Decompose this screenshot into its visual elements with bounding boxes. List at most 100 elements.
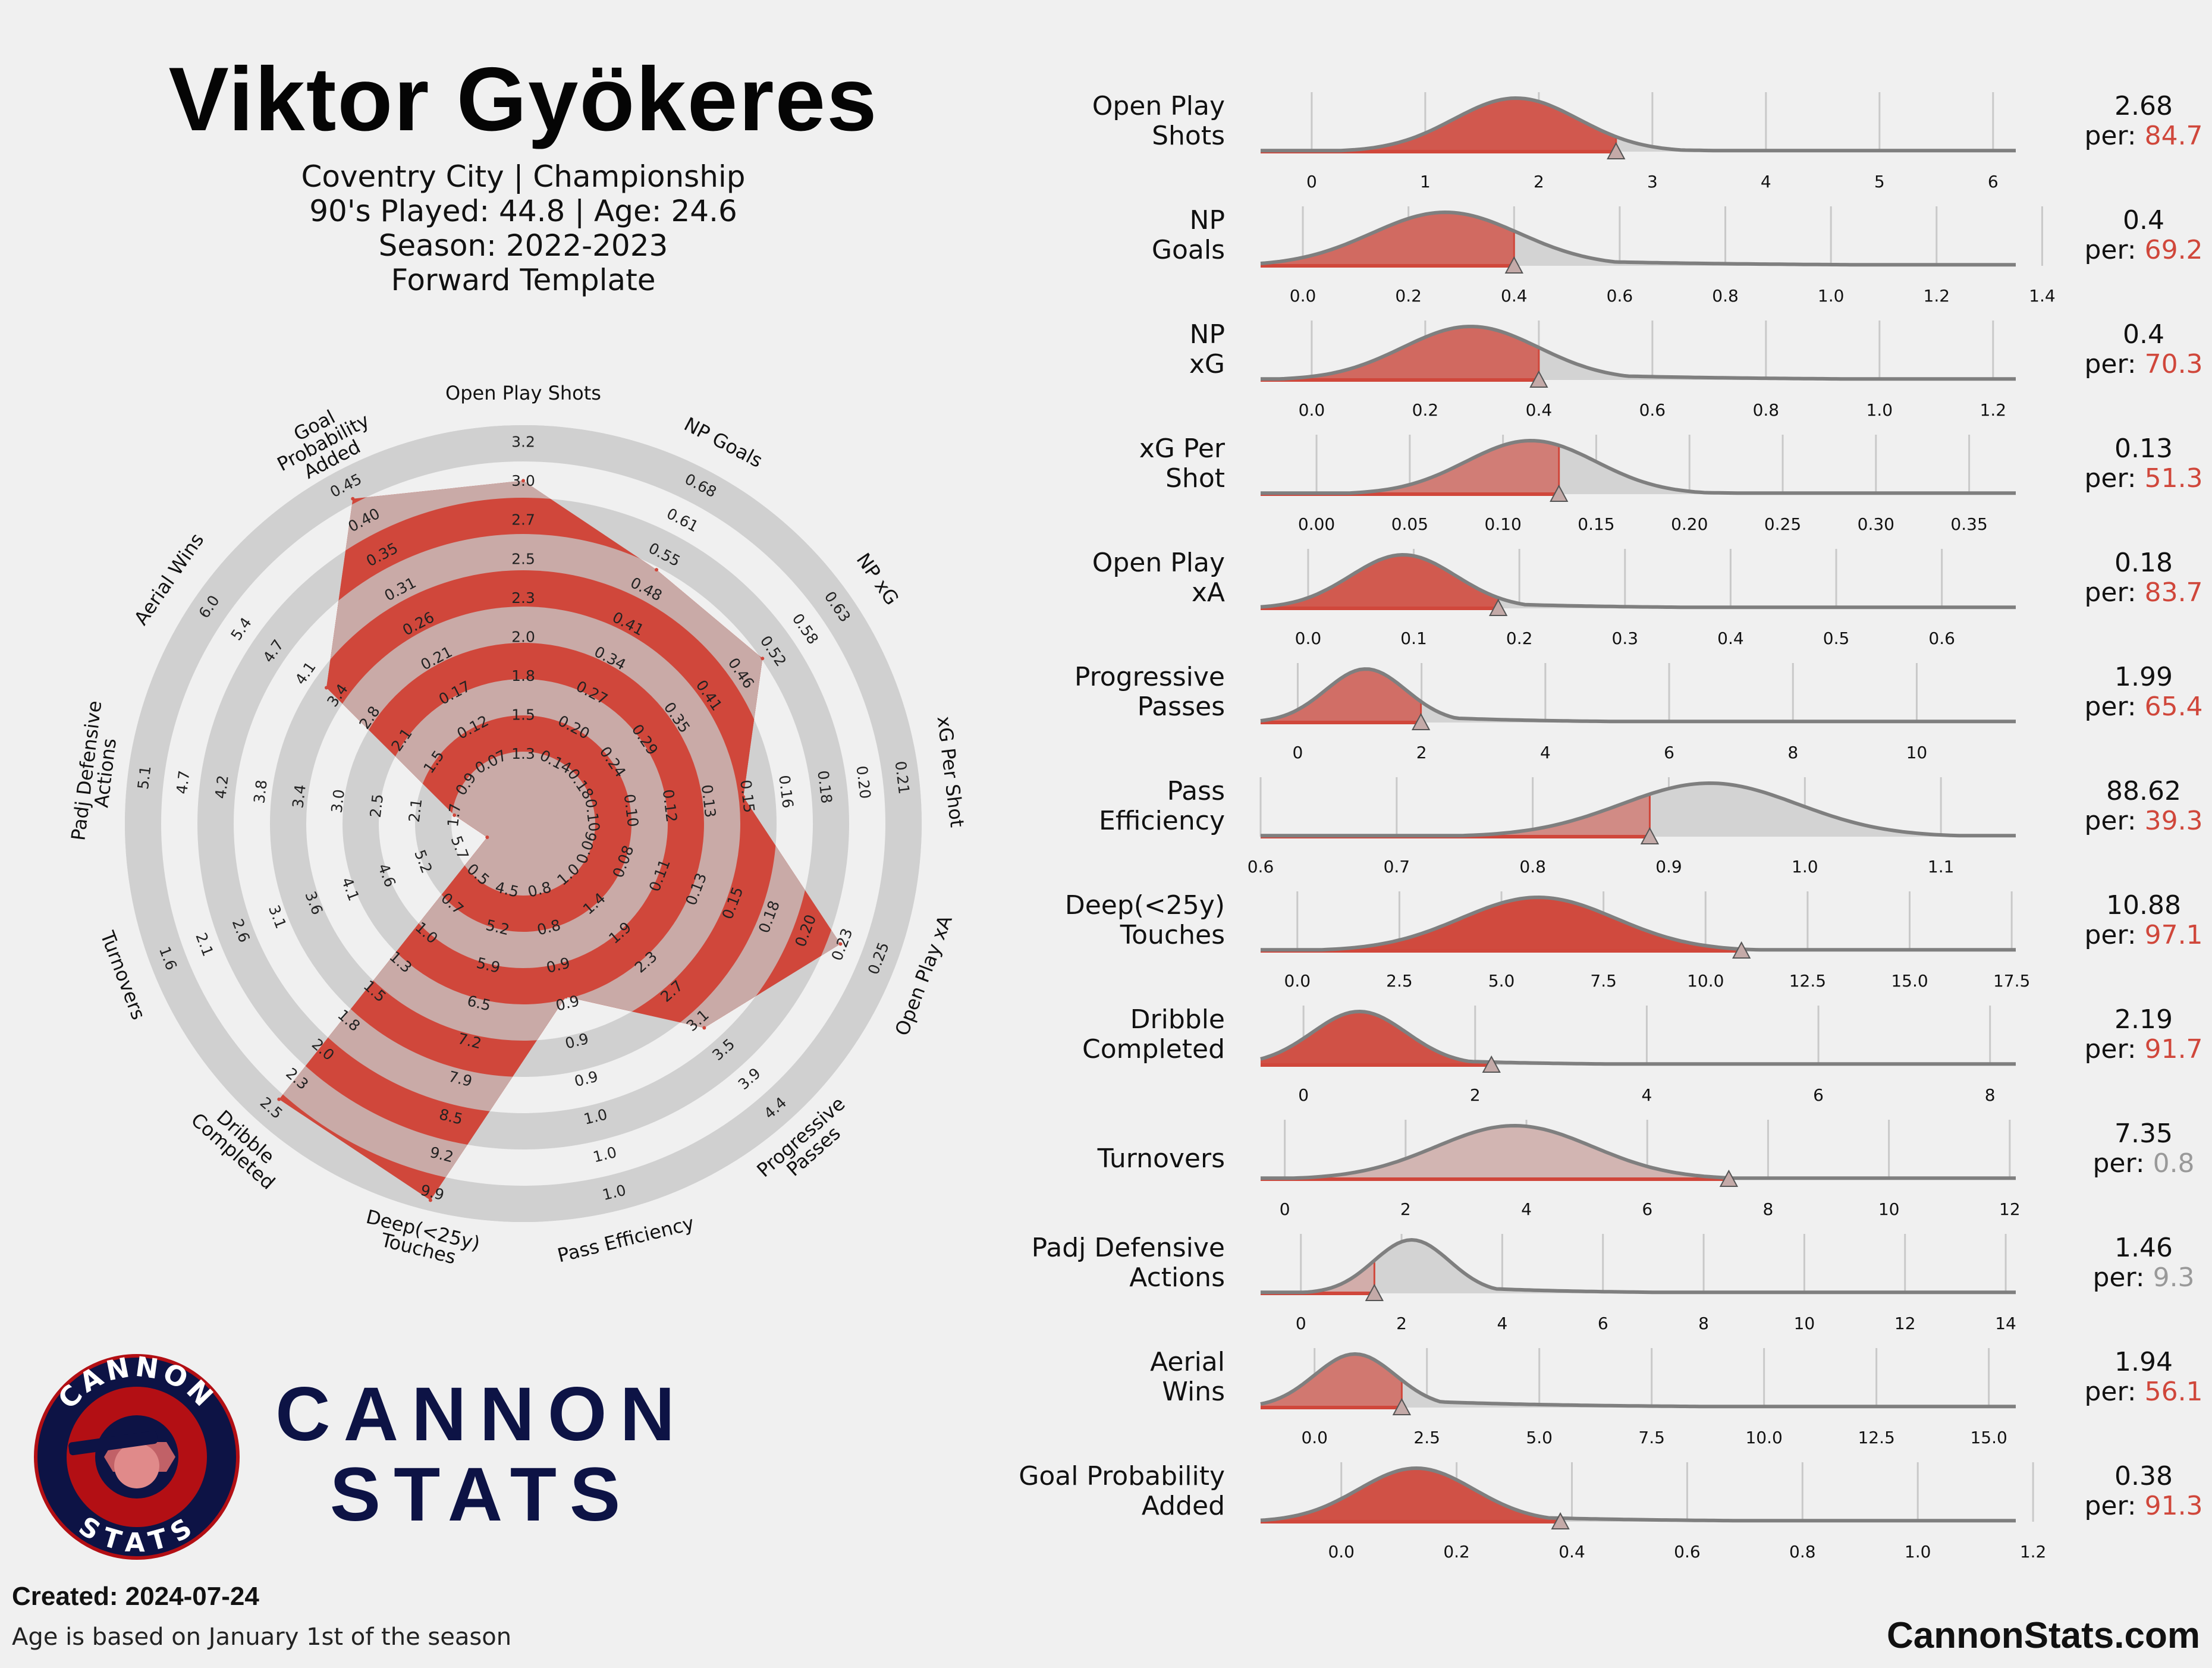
- wordmark-line2: STATS: [329, 1452, 634, 1537]
- metric-label-line1: Padj Defensive: [1032, 1233, 1225, 1263]
- density-tick-label: 1.0: [1905, 1542, 1931, 1562]
- density-tick-label: 17.5: [1993, 971, 2030, 991]
- metric-label-line2: Actions: [1129, 1262, 1225, 1293]
- radar-tick-label: 2.3: [511, 589, 535, 607]
- density-tick-label: 5.0: [1488, 971, 1515, 991]
- density-tick-label: 1.2: [1980, 400, 2007, 420]
- density-area: [1261, 1126, 2016, 1179]
- density-curve: [1260, 1466, 2016, 1523]
- density-tick-label: 2: [1396, 1314, 1407, 1333]
- density-tick-label: 0.8: [1519, 857, 1546, 877]
- density-curve: [1261, 96, 2016, 153]
- radar-tick-label: 3.8: [250, 779, 271, 805]
- density-tick-label: 0: [1298, 1085, 1309, 1105]
- metric-label-line1: NP: [1190, 319, 1225, 350]
- radar-tick-label: 0.15: [737, 779, 758, 814]
- radar-point-12: [351, 497, 355, 501]
- density-tick-label: 0.2: [1443, 1542, 1470, 1562]
- radar-point-1: [655, 568, 659, 572]
- radar-axis-label: xG Per Shot: [933, 715, 969, 828]
- density-tick-label: 6: [1813, 1085, 1824, 1105]
- density-tick-label: 1.2: [2020, 1542, 2047, 1562]
- per-label: per:: [2084, 463, 2144, 494]
- density-tick-label: 0.8: [1789, 1542, 1816, 1562]
- metric-label-line2: Passes: [1138, 692, 1225, 722]
- radar-point-10: [453, 813, 457, 817]
- density-tick-label: 0.2: [1412, 400, 1439, 420]
- density-tick-label: 1: [1420, 172, 1431, 191]
- per-label: per:: [2084, 121, 2144, 151]
- density-tick-label: 0.25: [1764, 514, 1801, 534]
- density-curve: [1260, 1352, 2016, 1409]
- density-value-marker: [1504, 256, 1523, 274]
- per-value: 91.7: [2145, 1034, 2203, 1064]
- density-value: 0.13: [2114, 434, 2173, 464]
- density-tick-label: 4: [1761, 172, 1771, 191]
- density-curve: [1261, 438, 2016, 495]
- radar-tick-label: 3.0: [511, 472, 535, 489]
- density-value-marker: [1392, 1397, 1412, 1415]
- density-tick-label: 15.0: [1970, 1428, 2007, 1447]
- club-line: Coventry City | Championship: [301, 159, 746, 194]
- metric-label-line1: Dribble: [1130, 1004, 1225, 1035]
- per-value: 0.8: [2153, 1148, 2195, 1179]
- density-tick-label: 0.2: [1395, 286, 1422, 306]
- radar-tick-label: 0.12: [659, 789, 680, 824]
- density-value-marker: [1551, 1512, 1570, 1529]
- metric-label-line1: Pass: [1167, 776, 1225, 806]
- density-value-marker: [1365, 1283, 1384, 1301]
- per-label: per:: [2084, 1034, 2144, 1064]
- per-label: per:: [2084, 806, 2144, 836]
- metric-label-line2: Goals: [1152, 235, 1225, 265]
- density-value-marker: [1488, 598, 1508, 616]
- density-value-marker: [1411, 712, 1431, 730]
- per-value: 84.7: [2145, 121, 2203, 151]
- density-metric-label: Deep(<25y) Touches: [1065, 890, 1225, 950]
- density-percentile-area: [1261, 1012, 1492, 1065]
- density-tick-label: 0: [1296, 1314, 1306, 1333]
- density-tick-label: 5.0: [1526, 1428, 1553, 1447]
- per-value: 56.1: [2145, 1377, 2203, 1407]
- density-percentile: per: 91.3: [2084, 1491, 2202, 1521]
- density-tick-label: 0.0: [1328, 1542, 1355, 1562]
- density-tick-label: 6: [1664, 743, 1674, 762]
- density-percentile: per: 65.4: [2084, 692, 2202, 722]
- density-value-marker: [1529, 370, 1548, 388]
- density-percentile: per: 51.3: [2084, 463, 2202, 494]
- density-value: 88.62: [2106, 776, 2181, 806]
- density-tick-label: 10: [1906, 743, 1928, 762]
- age-footnote: Age is based on January 1st of the seaso…: [12, 1623, 512, 1651]
- cannon-stats-logo: CANNON STATS: [34, 1353, 240, 1560]
- density-tick-label: 12.5: [1789, 971, 1826, 991]
- per-label: per:: [2092, 1148, 2153, 1179]
- radar-tick-label: 0.10: [582, 797, 603, 833]
- density-tick-label: 1.2: [1924, 286, 1950, 306]
- radar-point-3: [741, 795, 746, 799]
- density-tick-label: 3: [1647, 172, 1658, 191]
- density-tick-label: 1.0: [1818, 286, 1845, 306]
- metric-label-line1: Goal Probability: [1019, 1461, 1225, 1491]
- density-tick-label: 10: [1794, 1314, 1815, 1333]
- density-tick-label: 2: [1470, 1085, 1481, 1105]
- density-tick-label: 4: [1497, 1314, 1507, 1333]
- radar-tick-label: 1.8: [511, 667, 535, 684]
- radar-tick-label: 1.3: [511, 745, 535, 762]
- metric-label-line1: Open Play: [1092, 91, 1225, 121]
- metric-label-line2: Completed: [1082, 1034, 1225, 1064]
- density-value: 7.35: [2114, 1119, 2173, 1149]
- per-value: 51.3: [2145, 463, 2203, 494]
- density-tick-label: 0: [1293, 743, 1303, 762]
- radar-point-9: [485, 835, 489, 840]
- density-metric-label: Open Play Shots: [1092, 91, 1225, 151]
- wordmark-line1: CANNON: [275, 1372, 688, 1457]
- density-tick-label: 10.0: [1745, 1428, 1782, 1447]
- density-percentile: per: 84.7: [2084, 121, 2202, 151]
- density-tick-label: 1.0: [1792, 857, 1818, 877]
- density-percentile: per: 0.8: [2092, 1148, 2194, 1179]
- density-value: 10.88: [2106, 890, 2181, 921]
- density-tick-label: 2.5: [1413, 1428, 1440, 1447]
- radar-point-7: [428, 1198, 432, 1202]
- density-tick-label: 0.0: [1295, 629, 1322, 648]
- density-tick-label: 2: [1534, 172, 1544, 191]
- metric-label-line1: Turnovers: [1097, 1144, 1225, 1174]
